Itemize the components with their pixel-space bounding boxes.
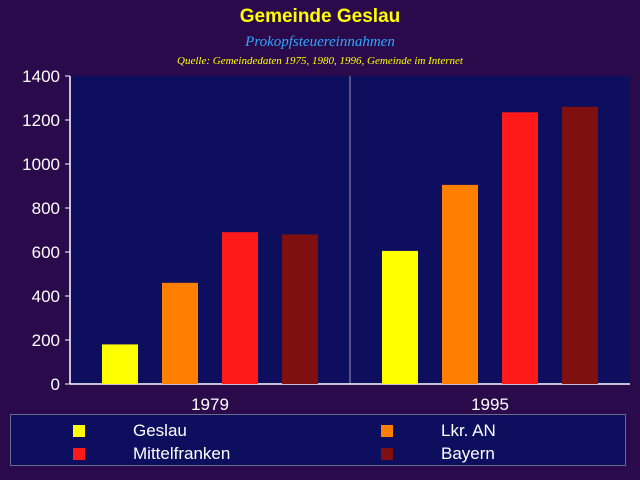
legend-item: Lkr. AN [381, 421, 496, 441]
chart-title: Gemeinde Geslau [239, 6, 401, 27]
x-tick-label: 1979 [191, 395, 229, 414]
legend-swatch [73, 448, 85, 460]
bar [102, 344, 138, 384]
bar [562, 106, 598, 385]
legend-label: Bayern [441, 444, 495, 463]
bar [222, 232, 258, 384]
legend-label: Lkr. AN [441, 421, 496, 440]
legend-label: Geslau [133, 421, 187, 440]
y-tick-label: 1400 [22, 67, 60, 86]
x-tick-label: 1995 [471, 395, 509, 414]
legend-item: Mittelfranken [73, 444, 230, 464]
legend-item: Geslau [73, 421, 187, 441]
bar [442, 184, 478, 384]
bar [162, 282, 198, 384]
bar [282, 234, 318, 384]
chart-subtitle: Prokopfsteuereinnahmen [245, 34, 395, 50]
y-tick-label: 600 [32, 243, 60, 262]
y-tick-label: 400 [32, 287, 60, 306]
bar [502, 112, 538, 385]
y-tick-label: 0 [51, 375, 60, 394]
y-tick-label: 1200 [22, 111, 60, 130]
legend-swatch [381, 425, 393, 437]
y-tick-label: 1000 [22, 155, 60, 174]
chart-legend: Geslau Lkr. AN Mittelfranken Bayern [10, 414, 626, 466]
bar-chart: 0 200 400 600 800 1000 1200 1400 1979 1995 [22, 67, 630, 414]
chart-source-note: Quelle: Gemeindedaten 1975, 1980, 1996, … [177, 55, 463, 67]
legend-item: Bayern [381, 444, 495, 464]
bar [382, 250, 418, 384]
legend-swatch [381, 448, 393, 460]
legend-label: Mittelfranken [133, 444, 231, 463]
legend-swatch [73, 425, 85, 437]
y-tick-label: 800 [32, 199, 60, 218]
y-tick-label: 200 [32, 331, 60, 350]
